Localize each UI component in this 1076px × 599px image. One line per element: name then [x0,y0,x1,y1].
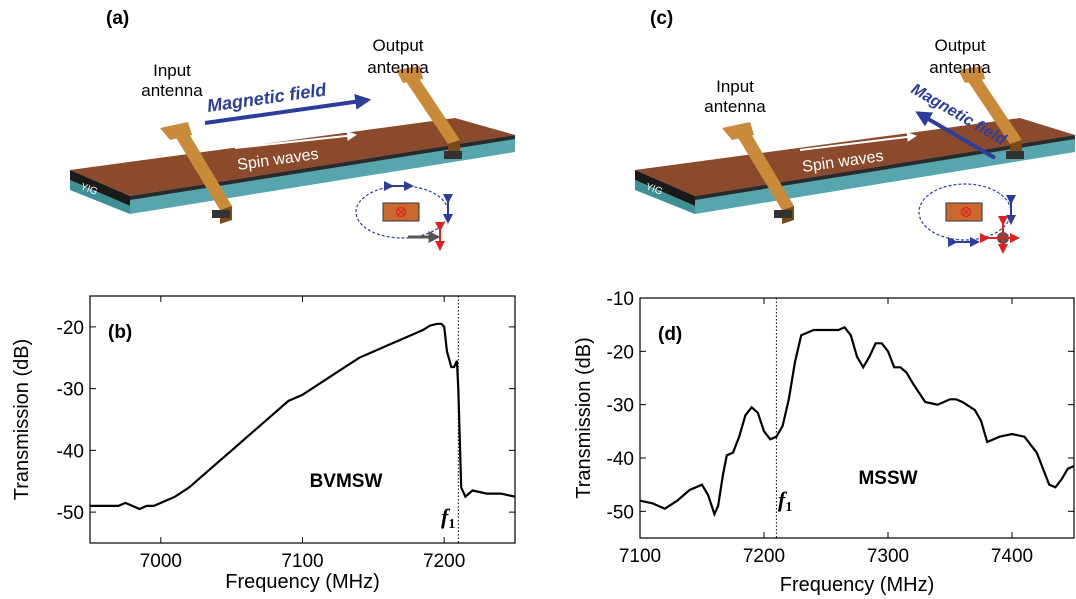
mssw-label: MSSW [858,468,917,489]
input-antenna-label-line1: Input [153,61,191,80]
panel-c-letter: (c) [650,8,673,29]
output-antenna-label-line2: antenna [929,58,991,77]
x-tick-label: 7000 [140,551,182,572]
series-line [90,322,516,511]
y-tick-label: -50 [57,503,84,524]
spin-wave-arrow [234,130,357,149]
current-into-page-icon [960,206,972,218]
output-antenna [958,66,1024,159]
f1-label: f1 [441,504,455,532]
output-antenna-label-line2: antenna [367,58,429,77]
antenna-cross-section [945,202,983,222]
x-tick-label: 7100 [619,546,661,567]
yig-front-edge [130,135,515,200]
magnetic-field-arrow [204,93,372,125]
panel-a-letter: (a) [106,8,129,29]
x-tick-label: 7300 [867,546,909,567]
yig-film-top [70,118,515,196]
y-tick-label: -30 [607,396,634,417]
input-antenna [722,122,794,224]
tick-group: 7000 7100 7200 -50 -40 -30 -20 [57,296,515,572]
ggg-substrate-side [635,180,695,214]
panel-a-diagram: (a) YIG GGG Input antenna Output antenna… [70,8,515,251]
x-tick-label: 7400 [991,546,1033,567]
panel-c-diagram: (c) YIG GGG Input antenna Output antenna… [635,8,1075,254]
chart-d: 7100 7200 7300 7400 -50 -40 -30 -20 -10 (d) MSSW… [573,289,1075,596]
panel-d-letter: (d) [658,324,682,345]
input-antenna-label-line2: antenna [141,81,203,100]
ggg-substrate-side [70,180,130,214]
f1-label-sub: 1 [448,517,455,532]
bvmsw-label: BVMSW [310,471,383,492]
yig-film-edge [70,170,130,206]
output-antenna-label-line1: Output [372,36,423,55]
output-antenna-label-line1: Output [934,36,985,55]
input-antenna-label-line2: antenna [704,97,766,116]
current-into-page-icon [395,206,407,218]
x-tick-label: 7200 [423,551,465,572]
x-axis-title: Frequency (MHz) [225,571,379,593]
y-tick-label: -30 [57,380,84,401]
y-tick-label: -10 [607,289,634,310]
plot-frame [639,297,1075,539]
y-tick-label: -20 [57,318,84,339]
panel-b-letter: (b) [108,322,132,343]
y-tick-label: -20 [607,342,634,363]
spin-wave-arrow [799,132,917,151]
input-antenna-label-line1: Input [716,77,754,96]
series-line [639,325,1075,517]
output-antenna [396,66,462,159]
y-tick-label: -40 [607,449,634,470]
x-tick-label: 7100 [281,551,323,572]
chart-b: 7000 7100 7200 -50 -40 -30 -20 (b) BVMSW f1 Fr… [11,295,516,593]
f1-label-sub: 1 [785,500,792,515]
x-axis-title: Frequency (MHz) [780,574,934,596]
yig-film-top [635,118,1075,196]
y-tick-label: -40 [57,441,84,462]
f1-label: f1 [778,487,792,515]
f1-label-f: f [441,504,451,529]
y-axis-title: Transmission (dB) [11,339,33,501]
y-tick-label: -50 [607,502,634,523]
tick-group: 7100 7200 7300 7400 -50 -40 -30 -20 -10 [607,289,1074,567]
ggg-substrate-front [695,135,1075,214]
magnetic-field-arrow [915,111,997,160]
input-antenna [160,122,232,224]
x-tick-label: 7200 [743,546,785,567]
ggg-substrate-front [130,135,515,214]
magnetic-field-label: Magnetic field [206,79,329,116]
yig-film-edge [635,170,695,206]
y-axis-title: Transmission (dB) [573,337,595,499]
f1-label-f: f [778,487,788,512]
